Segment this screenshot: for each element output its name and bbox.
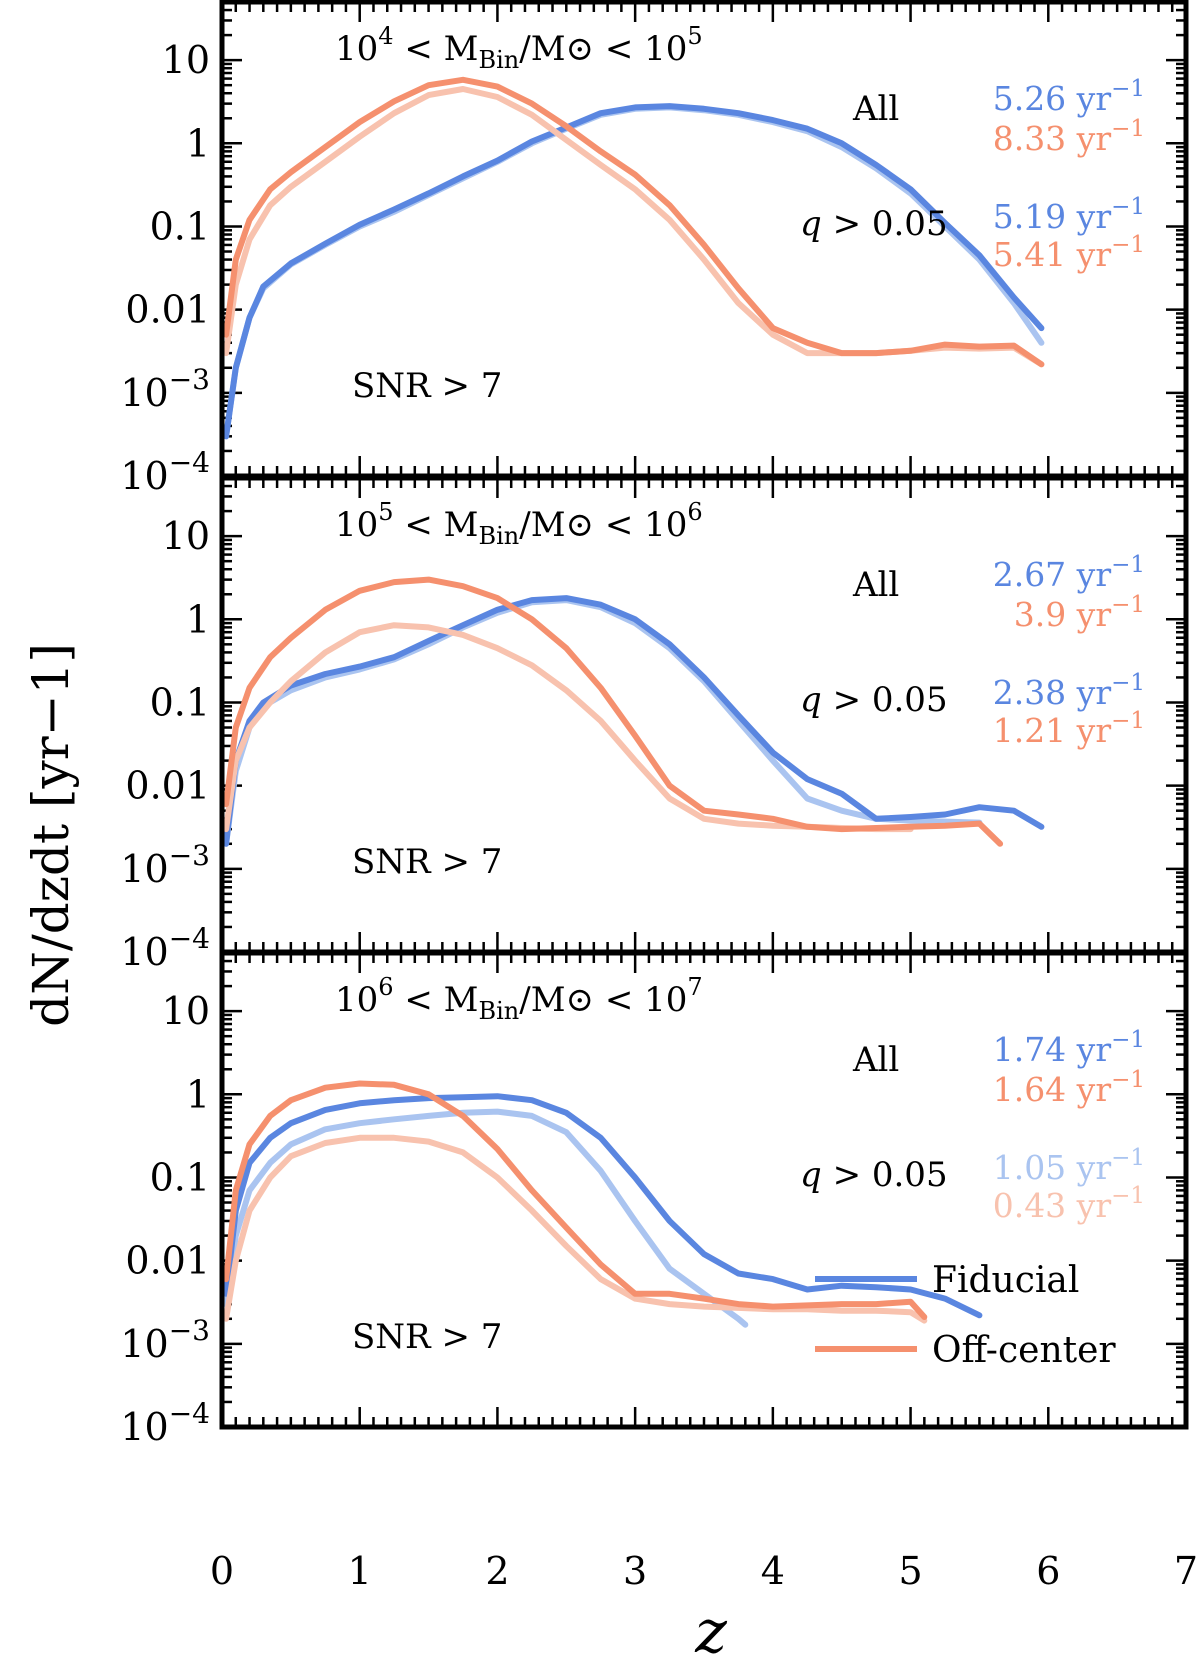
mass-range-title: 104 < MBin/M⊙ < 105 <box>335 22 703 74</box>
all-label: All <box>852 1040 899 1080</box>
x-tick-label: 1 <box>348 1549 372 1593</box>
y-tick-label: 0.1 <box>150 680 210 724</box>
y-tick-label: 10−3 <box>120 363 210 415</box>
y-tick-label: 10−4 <box>120 922 210 974</box>
y-tick-label: 0.01 <box>125 288 210 332</box>
y-tick-label: 10−3 <box>120 1314 210 1366</box>
series-group <box>223 76 1045 440</box>
all-label: All <box>852 89 899 129</box>
y-tick-label: 0.1 <box>150 1155 210 1199</box>
series-group <box>223 576 1045 847</box>
x-tick-label: 4 <box>761 1549 785 1593</box>
series-line <box>223 103 1045 440</box>
y-tick-label: 10 <box>162 38 210 82</box>
x-axis-label: z <box>694 1597 727 1667</box>
snr-label: SNR > 7 <box>352 1317 502 1357</box>
series-line <box>223 104 1045 440</box>
rate-q-fiducial: 2.38 yr−1 <box>993 670 1145 712</box>
q-cut-label: q > 0.05 <box>800 680 948 720</box>
series-line <box>223 76 1045 368</box>
all-label: All <box>852 565 899 605</box>
x-tick-label: 5 <box>898 1549 922 1593</box>
y-tick-label: 0.1 <box>150 204 210 248</box>
rate-q-offcenter: 1.21 yr−1 <box>993 708 1145 750</box>
q-cut-label: q > 0.05 <box>800 1155 948 1195</box>
series-group <box>223 1080 983 1328</box>
panel-1: 10 1 0.1 0.01 10−3 10−4 104 < MBin/M⊙ < 105 SNR… <box>120 0 1189 498</box>
rate-all-offcenter: 3.9 yr−1 <box>1014 592 1145 634</box>
series-line <box>223 1093 983 1319</box>
y-tick-label: 0.01 <box>125 1239 210 1283</box>
rate-all-offcenter: 8.33 yr−1 <box>993 116 1145 158</box>
y-axis-label: dN/dzdt [yr−1] <box>22 643 80 1027</box>
series-line <box>223 576 1004 847</box>
series-line <box>223 1134 928 1324</box>
rate-q-offcenter: 0.43 yr−1 <box>993 1183 1145 1225</box>
rate-q-fiducial: 5.19 yr−1 <box>993 194 1145 236</box>
rate-q-fiducial: 1.05 yr−1 <box>993 1145 1145 1187</box>
snr-label: SNR > 7 <box>352 366 502 406</box>
panel-2: 10 1 0.1 0.01 10−3 10−4 105 < MBin/M⊙ < 106 SNR… <box>120 475 1189 974</box>
rate-all-offcenter: 1.64 yr−1 <box>993 1067 1145 1109</box>
series-line <box>223 595 1045 847</box>
x-tick-label: 7 <box>1174 1549 1198 1593</box>
rate-all-fiducial: 2.67 yr−1 <box>993 552 1145 594</box>
panel-3: 10 1 0.1 0.01 10−3 10−4 106 < MBin/M⊙ < 107 SNR… <box>120 950 1189 1449</box>
y-tick-label: 10−3 <box>120 839 210 891</box>
mass-range-title: 106 < MBin/M⊙ < 107 <box>335 973 703 1025</box>
y-tick-label: 1 <box>186 1072 210 1116</box>
x-tick-label: 2 <box>485 1549 509 1593</box>
x-tick-label: 0 <box>210 1549 234 1593</box>
x-tick-label: 6 <box>1036 1549 1060 1593</box>
legend: Fiducial Off-center <box>815 1260 1116 1371</box>
legend-label: Fiducial <box>932 1260 1079 1301</box>
y-tick-label: 10−4 <box>120 446 210 498</box>
y-tick-label: 1 <box>186 597 210 641</box>
snr-label: SNR > 7 <box>352 842 502 882</box>
mass-range-title: 105 < MBin/M⊙ < 106 <box>335 498 703 550</box>
y-tick-label: 10−4 <box>120 1397 210 1449</box>
x-tick-label: 3 <box>623 1549 647 1593</box>
rate-all-fiducial: 5.26 yr−1 <box>993 76 1145 118</box>
series-line <box>223 1080 928 1320</box>
series-line <box>223 622 914 833</box>
q-cut-label: q > 0.05 <box>800 204 948 244</box>
rate-q-offcenter: 5.41 yr−1 <box>993 232 1145 274</box>
panel-frame <box>219 950 1189 1430</box>
rate-all-fiducial: 1.74 yr−1 <box>993 1027 1145 1069</box>
y-tick-label: 10 <box>162 514 210 558</box>
y-tick-label: 0.01 <box>125 764 210 808</box>
y-tick-label: 10 <box>162 989 210 1033</box>
legend-label: Off-center <box>932 1330 1116 1371</box>
y-tick-label: 1 <box>186 121 210 165</box>
